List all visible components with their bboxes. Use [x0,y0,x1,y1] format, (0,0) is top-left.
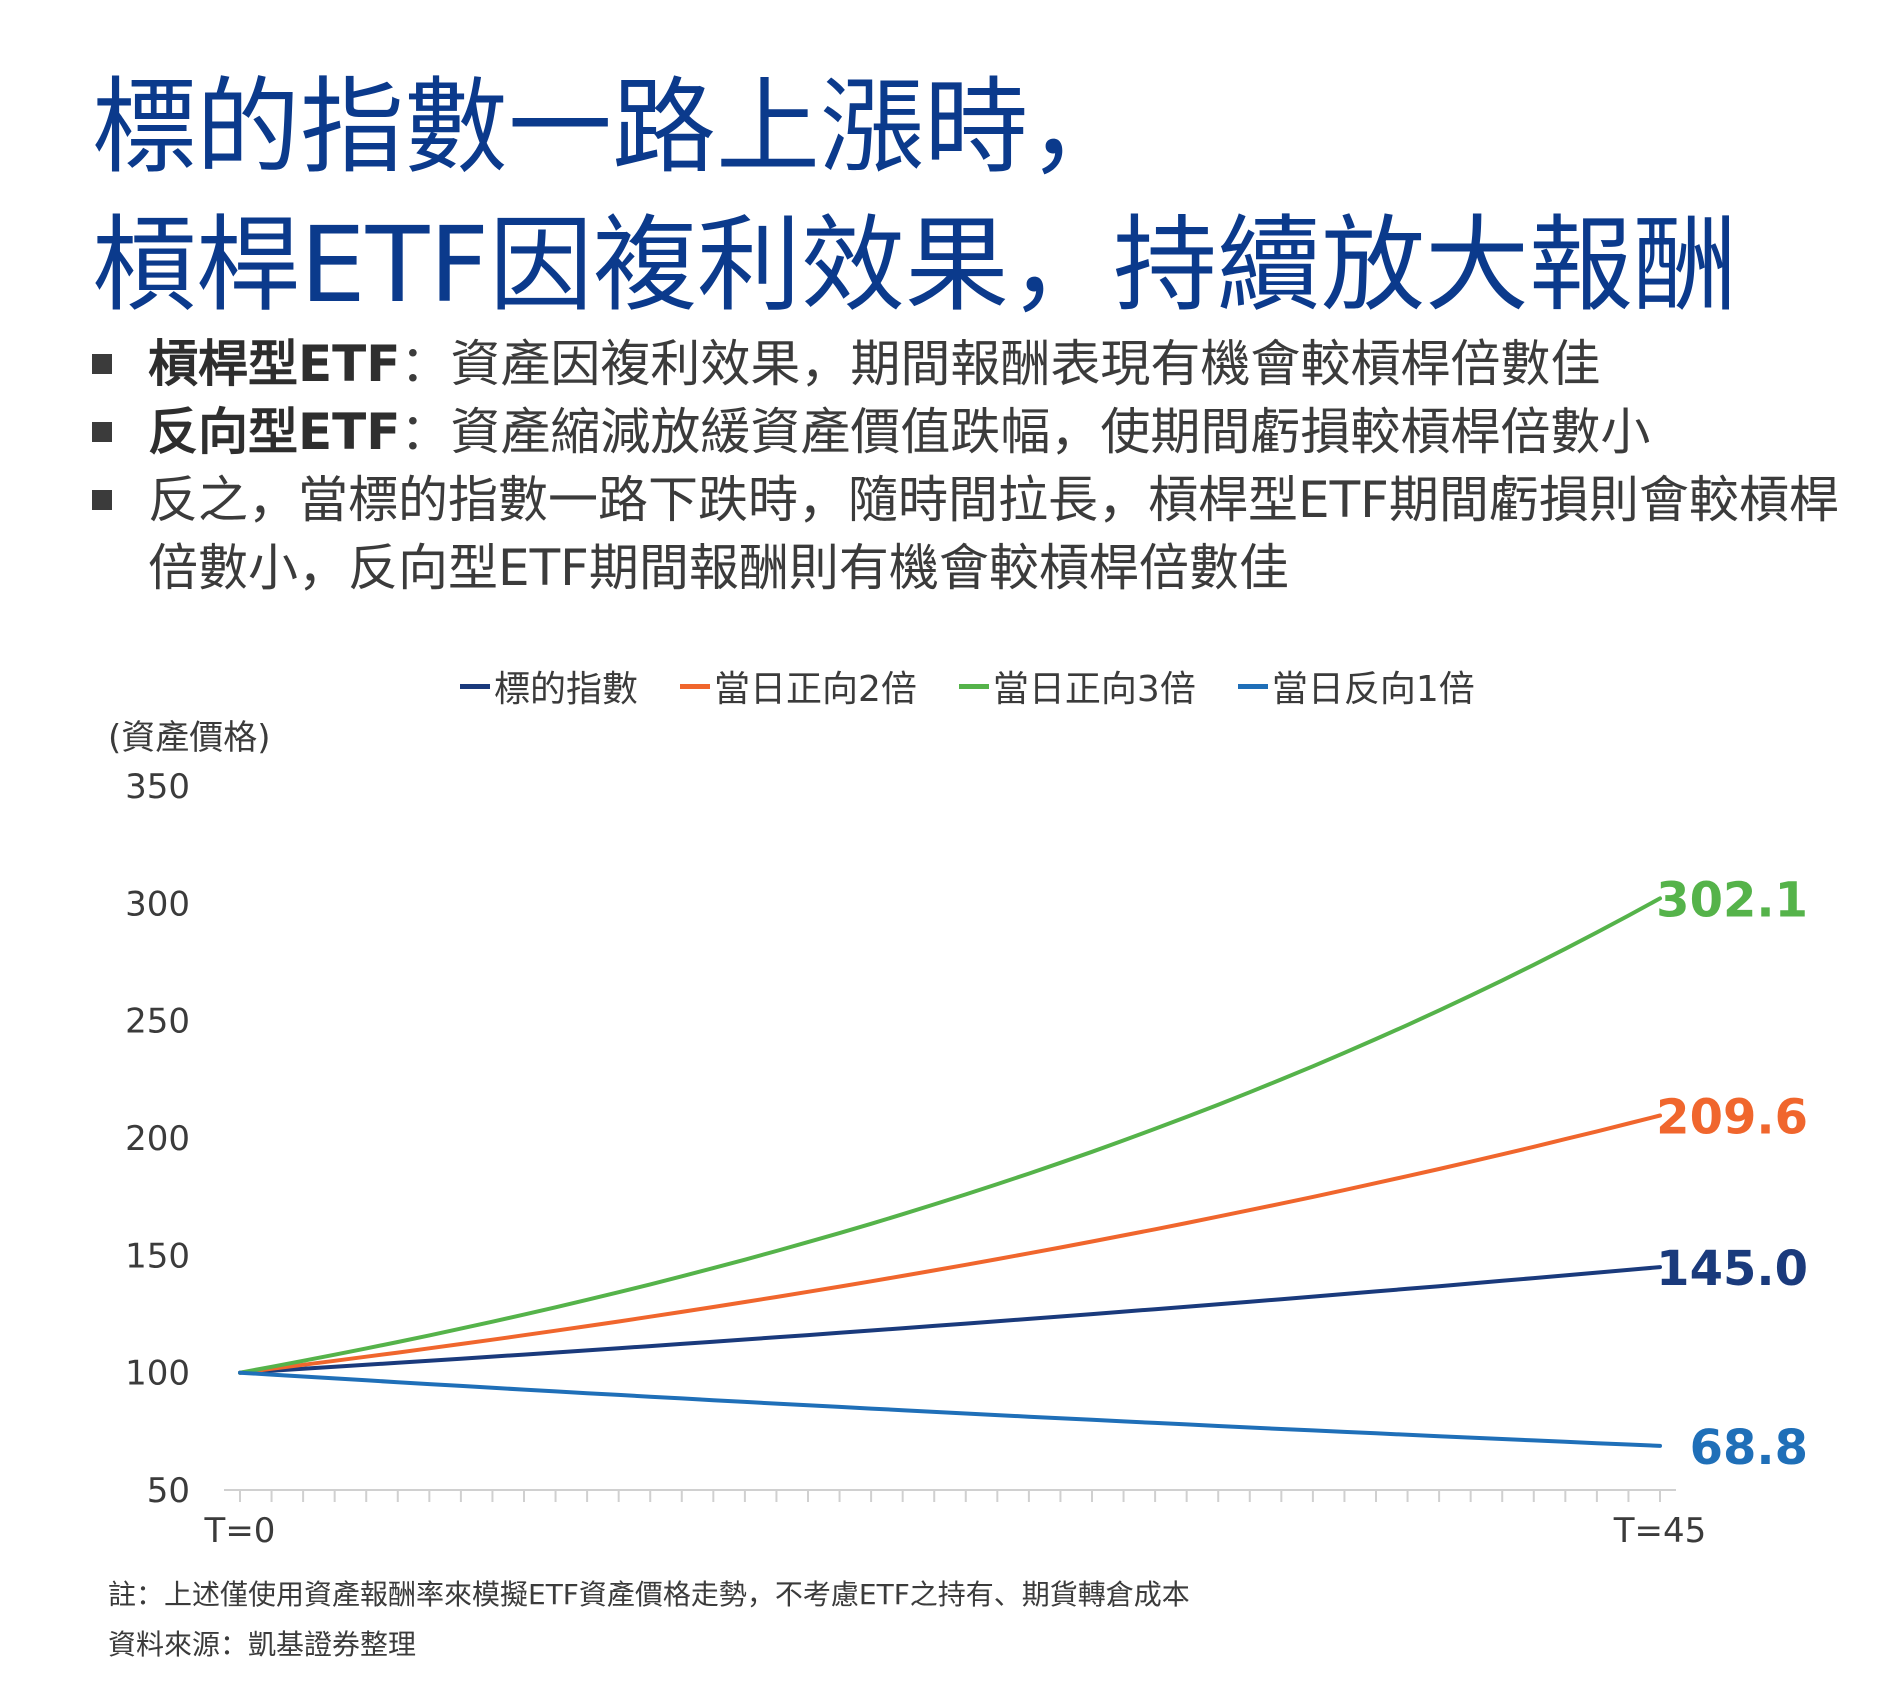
series-line [238,1113,1662,1375]
y-tick-label: 250 [125,1002,190,1042]
series-end-label: 209.6 [1656,1089,1808,1145]
title-line-1: 標的指數一路上漲時， [92,66,1133,188]
legend-item: 當日正向2倍 [680,660,917,712]
y-tick-label: 200 [125,1119,190,1159]
legend-label: 當日反向1倍 [1271,669,1475,710]
bullet-item: 反之，當標的指數一路下跌時，隨時間拉長，槓桿型ETF期間虧損則會較槓桿倍數小，反… [92,466,1872,602]
series-end-label: 302.1 [1656,872,1808,928]
bullet-text: ：資產因複利效果，期間報酬表現有機會較槓桿倍數佳 [400,335,1601,393]
title-line-2: 槓桿ETF因複利效果，持續放大報酬 [92,204,1738,326]
line-chart: 50 100 150 200 250 300 350 T=0 T=45 145.0 209.6 302… [125,767,1808,1551]
y-tick-label: 150 [125,1236,190,1276]
x-tick-label: T=0 [204,1511,276,1551]
legend-swatch [958,683,989,689]
bullet-square-icon [92,354,112,374]
series-end-label: 68.8 [1690,1420,1808,1476]
footer-source: 資料來源：凱基證券整理 [108,1628,417,1661]
series-line [238,1370,1662,1448]
y-tick-label: 100 [125,1354,190,1394]
x-tick-label: T=45 [1613,1511,1707,1551]
bullet-bold: 反向型ETF [148,403,401,461]
bullet-text: ：資產縮減放緩資產價值跌幅，使期間虧損較槓桿倍數小 [400,403,1651,461]
chart-legend: 標的指數 當日正向2倍 當日正向3倍 當日反向1倍 [460,660,1475,712]
legend-item: 當日正向3倍 [958,660,1196,712]
bullet-list: 槓桿型ETF：資產因複利效果，期間報酬表現有機會較槓桿倍數佳 反向型ETF：資產… [92,330,1872,602]
footer-note: 註：上述僅使用資產報酬率來模擬ETF資產價格走勢，不考慮ETF之持有、期貨轉倉成… [108,1578,1190,1611]
bullet-item: 槓桿型ETF：資產因複利效果，期間報酬表現有機會較槓桿倍數佳 [92,330,1872,398]
legend-label: 當日正向3倍 [992,669,1196,710]
legend-swatch [1237,683,1268,689]
bullet-bold: 槓桿型ETF [148,335,401,393]
bullet-item: 反向型ETF：資產縮減放緩資產價值跌幅，使期間虧損較槓桿倍數小 [92,398,1872,466]
series-line [238,1265,1662,1375]
legend-label: 當日正向2倍 [714,669,917,710]
legend-swatch [680,683,711,689]
footer: 註：上述僅使用資產報酬率來模擬ETF資產價格走勢，不考慮ETF之持有、期貨轉倉成… [108,1570,1190,1670]
series-end-label: 145.0 [1656,1241,1808,1297]
legend-item: 當日反向1倍 [1237,660,1475,712]
series-line [238,896,1662,1375]
bullet-square-icon [92,490,112,510]
bullet-square-icon [92,422,112,442]
legend-label: 標的指數 [494,669,639,710]
y-tick-label: 50 [147,1471,190,1511]
y-tick-label: 300 [125,884,190,924]
page-title: 標的指數一路上漲時， 槓桿ETF因複利效果，持續放大報酬 [92,58,1737,334]
y-axis-label: (資產價格) [108,718,271,758]
y-tick-label: 350 [125,767,190,807]
legend-swatch [460,683,490,689]
legend-item: 標的指數 [460,660,638,712]
bullet-text: 反之，當標的指數一路下跌時，隨時間拉長，槓桿型ETF期間虧損則會較槓桿倍數小，反… [148,471,1839,597]
